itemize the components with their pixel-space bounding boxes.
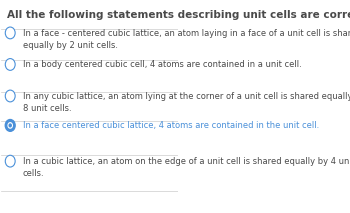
Circle shape — [5, 59, 15, 70]
Text: In a body centered cubic cell, 4 atoms are contained in a unit cell.: In a body centered cubic cell, 4 atoms a… — [22, 60, 301, 69]
Text: In a cubic lattice, an atom on the edge of a unit cell is shared equally by 4 un: In a cubic lattice, an atom on the edge … — [22, 157, 350, 178]
Text: In a face centered cubic lattice, 4 atoms are contained in the unit cell.: In a face centered cubic lattice, 4 atom… — [22, 121, 319, 130]
Circle shape — [5, 90, 15, 102]
Text: All the following statements describing unit cells are correct, except.......: All the following statements describing … — [7, 10, 350, 20]
Text: In a face - centered cubic lattice, an atom laying in a face of a unit cell is s: In a face - centered cubic lattice, an a… — [22, 29, 350, 49]
Circle shape — [8, 123, 12, 128]
Circle shape — [7, 122, 13, 129]
Circle shape — [5, 27, 15, 39]
Circle shape — [5, 119, 15, 131]
Circle shape — [5, 155, 15, 167]
Text: In any cubic lattice, an atom lying at the corner of a unit cell is shared equal: In any cubic lattice, an atom lying at t… — [22, 92, 350, 113]
